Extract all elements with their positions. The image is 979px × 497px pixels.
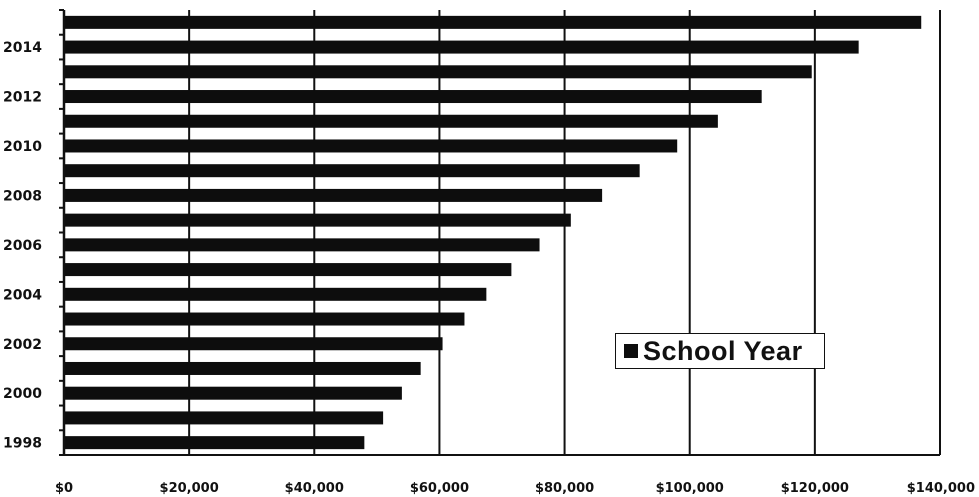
bar (64, 15, 922, 29)
bar (64, 139, 678, 153)
grid-lines (188, 10, 941, 455)
x-tick-label: $20,000 (160, 481, 219, 496)
x-tick-label: $60,000 (410, 481, 469, 496)
bar (64, 361, 421, 375)
y-tick-label: 2002 (3, 337, 42, 353)
x-tick-label: $80,000 (535, 481, 594, 496)
bar (64, 65, 812, 79)
y-tick-label: 2000 (3, 386, 42, 402)
bar (64, 287, 487, 301)
legend: School Year (615, 333, 825, 369)
bar (64, 114, 718, 128)
y-tick-label: 2014 (3, 40, 42, 56)
legend-label: School Year (643, 335, 803, 366)
x-tick-label: $120,000 (781, 481, 849, 496)
bar (64, 213, 571, 227)
axes (59, 9, 940, 456)
bar (64, 40, 859, 54)
bar (64, 386, 402, 400)
bar (64, 436, 365, 450)
y-tick-label: 2008 (3, 188, 42, 204)
bar (64, 337, 443, 351)
y-tick-label: 2010 (3, 139, 42, 155)
y-tick-label: 1998 (3, 436, 42, 452)
x-tick-label: $40,000 (285, 481, 344, 496)
y-tick-label: 2006 (3, 238, 42, 254)
x-tick-label: $140,000 (907, 481, 975, 496)
bar (64, 263, 512, 277)
bar (64, 188, 603, 202)
y-tick-label: 2012 (3, 90, 42, 106)
x-tick-label: $0 (55, 481, 73, 496)
legend-swatch (624, 344, 638, 358)
bar (64, 411, 384, 425)
bar (64, 164, 640, 178)
bar (64, 312, 465, 326)
x-tick-labels: $0 $20,000 $40,000 $60,000 $80,000 $100,000 $1… (55, 481, 975, 496)
bars (64, 15, 922, 450)
y-tick-label: 2004 (3, 287, 42, 303)
x-tick-label: $100,000 (656, 481, 724, 496)
bar (64, 238, 540, 252)
bar (64, 90, 762, 104)
y-tick-labels: 1998 2000 2002 2004 2006 2008 2010 2012 2014 (3, 40, 42, 452)
